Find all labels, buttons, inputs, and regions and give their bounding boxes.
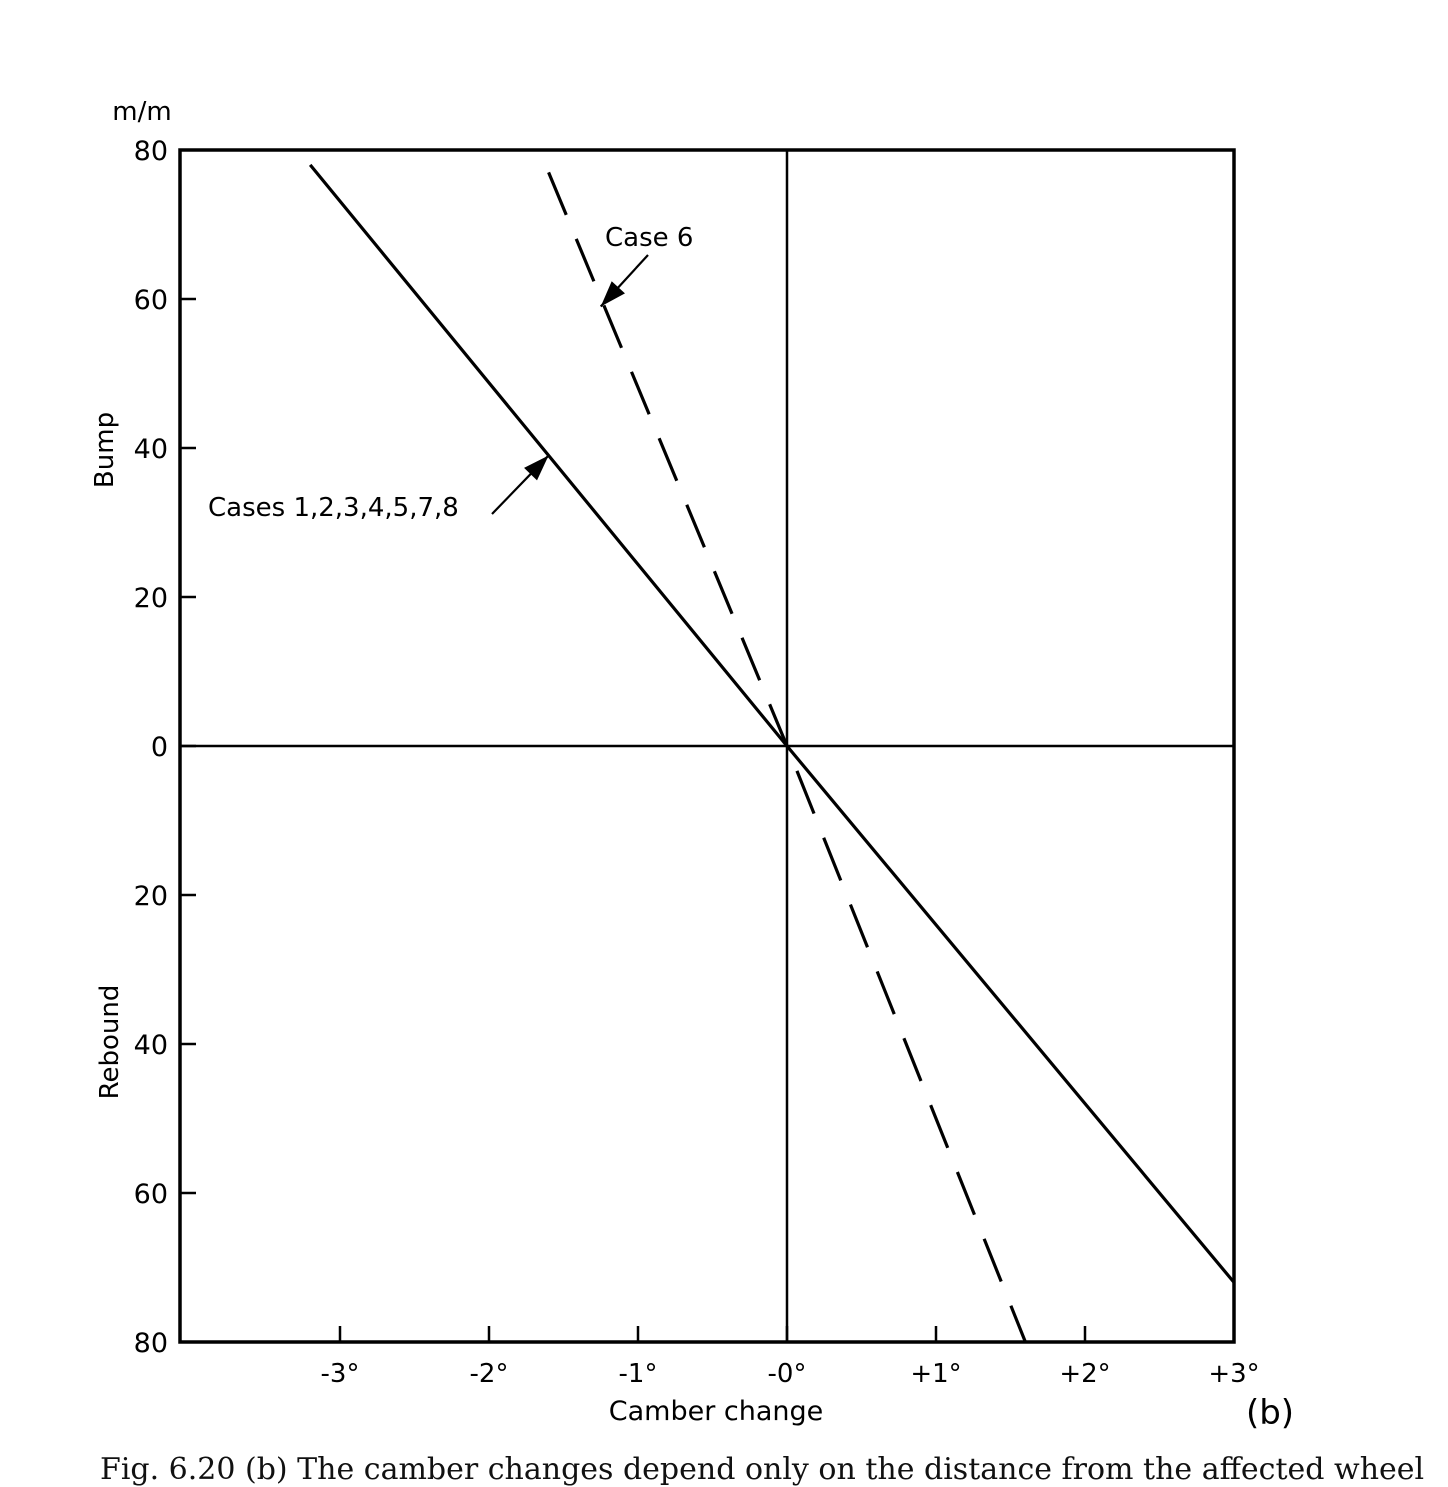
x-tick-label: +2° (1059, 1359, 1110, 1389)
series-layer (308, 163, 1236, 1343)
x-tick-label: -3° (321, 1359, 360, 1389)
series-label-cases-1-8: Cases 1,2,3,4,5,7,8 (208, 493, 459, 523)
y-tick-label: 60 (134, 285, 168, 316)
y-axis-label-rebound: Rebound (95, 985, 125, 1100)
x-axis-label: Camber change (609, 1396, 824, 1427)
annotation-arrow-cases-1-8-head (524, 455, 549, 481)
x-tick-label: -2° (470, 1359, 509, 1389)
y-tick-label: 80 (134, 136, 168, 167)
x-tick-label: -1° (619, 1359, 658, 1389)
axis-ticks: 80 60 40 20 0 20 40 60 80 -3° -2° -1° -0° +1° +2° +3° (134, 136, 1260, 1389)
panel-label: (b) (1246, 1393, 1294, 1433)
y-tick-label: 80 (134, 1328, 168, 1359)
zero-lines (180, 150, 1234, 1342)
series-label-case-6: Case 6 (605, 223, 693, 253)
y-tick-label: 40 (134, 1030, 168, 1061)
x-tick-label: -0° (768, 1359, 807, 1389)
camber-change-chart: 80 60 40 20 0 20 40 60 80 -3° -2° -1° -0° +1° +2° +3° m… (90, 97, 1294, 1433)
annotations (491, 254, 649, 515)
y-axis-label-bump: Bump (90, 412, 120, 488)
y-tick-label: 0 (151, 732, 168, 763)
annotation-arrow-case-6-head (600, 281, 625, 307)
series-line-case-6 (547, 171, 1027, 1343)
y-tick-label: 20 (134, 881, 168, 912)
x-tick-label: +1° (910, 1359, 961, 1389)
y-tick-label: 20 (134, 583, 168, 614)
series-line-cases-1-8 (308, 163, 1236, 1284)
y-unit-label: m/m (112, 97, 171, 127)
y-tick-label: 60 (134, 1179, 168, 1210)
y-tick-label: 40 (134, 434, 168, 465)
x-tick-label: +3° (1208, 1359, 1259, 1389)
